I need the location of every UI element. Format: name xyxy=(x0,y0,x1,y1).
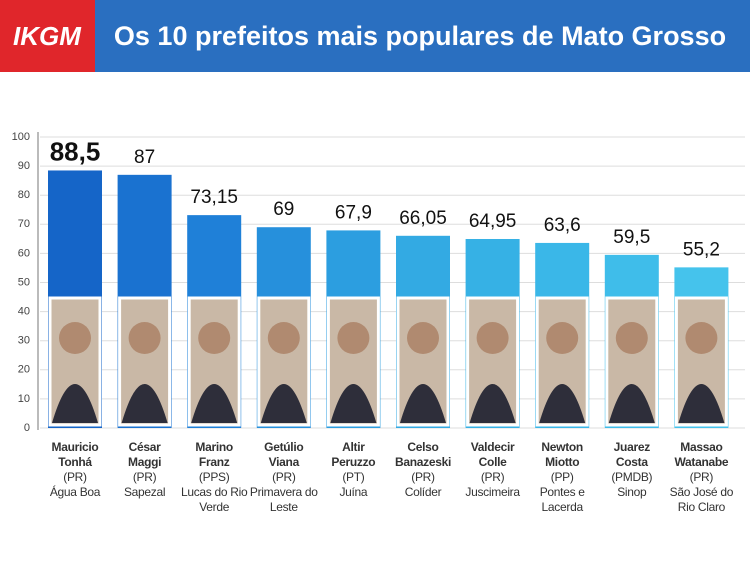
category-label: Marino Franz (PPS) Lucas do Rio Verde xyxy=(180,440,248,515)
party: (PR) xyxy=(63,470,87,484)
y-tick-label: 80 xyxy=(18,189,30,201)
photo-body xyxy=(52,384,98,423)
photo-body xyxy=(608,384,655,423)
photo-head xyxy=(337,322,370,354)
category-label: César Maggi (PR) Sapezal xyxy=(111,440,179,500)
header-bar xyxy=(0,0,750,72)
mayor-name: Marino Franz xyxy=(195,440,233,469)
party: (PR) xyxy=(689,470,714,484)
category-label: Altir Peruzzo (PT) Juína xyxy=(319,440,387,500)
value-label: 55,2 xyxy=(683,239,720,260)
mayor-name: Celso Banazeski xyxy=(395,440,451,469)
category-label: Getúlio Viana (PR) Primavera do Leste xyxy=(250,440,318,515)
value-label: 67,9 xyxy=(335,202,372,223)
category-label: Juarez Costa (PMDB) Sinop xyxy=(598,440,666,500)
photo-head xyxy=(615,322,648,354)
photo-body xyxy=(539,384,586,423)
value-label: 63,6 xyxy=(544,215,581,236)
category-label: Valdecir Colle (PR) Juscimeira xyxy=(459,440,527,500)
y-tick-label: 30 xyxy=(18,335,30,347)
photo-body xyxy=(121,384,168,423)
mayor-name: Getúlio Viana xyxy=(264,440,304,469)
party: (PPS) xyxy=(198,470,230,484)
y-tick-label: 20 xyxy=(18,364,30,376)
mayor-name: Altir Peruzzo xyxy=(331,440,376,469)
city: Água Boa xyxy=(49,485,101,499)
party: (PMDB) xyxy=(611,470,653,484)
mayor-name: Newton Miotto xyxy=(541,440,583,469)
party: (PR) xyxy=(272,470,296,484)
city: Sapezal xyxy=(123,485,166,499)
photo-head xyxy=(546,322,579,354)
logo-box xyxy=(0,0,95,72)
photo-body xyxy=(191,384,238,423)
category-label: Massao Watanabe (PR) São José do Rio Claro xyxy=(667,440,735,515)
value-label: 64,95 xyxy=(469,211,517,232)
y-tick-label: 90 xyxy=(18,160,30,172)
chart-title: Os 10 prefeitos mais populares de Mato G… xyxy=(114,21,726,51)
mayor-name: Massao Watanabe xyxy=(674,440,729,469)
value-label: 88,5 xyxy=(50,136,101,166)
party: (PR) xyxy=(132,470,157,484)
city: São José do Rio Claro xyxy=(669,485,734,514)
city: Primavera do Leste xyxy=(249,485,318,514)
y-tick-label: 100 xyxy=(12,131,30,143)
city: Juína xyxy=(339,485,368,499)
mayor-name: Valdecir Colle xyxy=(470,440,515,469)
photo-body xyxy=(260,384,307,423)
y-tick-label: 10 xyxy=(18,393,30,405)
value-label: 69 xyxy=(273,199,294,220)
city: Sinop xyxy=(617,485,647,499)
logo: IKGM xyxy=(13,21,82,51)
city: Pontes e Lacerda xyxy=(539,485,585,514)
city: Lucas do Rio Verde xyxy=(180,485,248,514)
photo-head xyxy=(476,322,509,354)
photo-body xyxy=(330,384,377,423)
party: (PR) xyxy=(480,470,505,484)
party: (PP) xyxy=(550,470,574,484)
mayor-name: Juarez Costa xyxy=(613,440,651,469)
y-tick-label: 70 xyxy=(18,218,30,230)
photo-head xyxy=(267,322,300,354)
value-label: 73,15 xyxy=(190,187,238,208)
party: (PR) xyxy=(411,470,435,484)
photo-head xyxy=(407,322,439,354)
photo-body xyxy=(469,384,516,423)
photo-head xyxy=(59,322,91,354)
category-label: Celso Banazeski (PR) Colíder xyxy=(389,440,457,500)
category-label: Mauricio Tonhá (PR) Água Boa xyxy=(41,440,109,500)
photo-head xyxy=(198,322,231,354)
category-label: Newton Miotto (PP) Pontes e Lacerda xyxy=(528,440,596,515)
y-tick-label: 40 xyxy=(18,306,30,318)
y-tick-label: 60 xyxy=(18,247,30,259)
photo-body xyxy=(400,384,446,423)
city: Colíder xyxy=(404,485,442,499)
value-label: 66,05 xyxy=(399,208,447,229)
photo-head xyxy=(685,322,718,354)
mayor-name: César Maggi xyxy=(128,440,162,469)
photo-body xyxy=(678,384,725,423)
city: Juscimeira xyxy=(465,485,520,499)
y-tick-label: 0 xyxy=(24,422,30,434)
y-tick-label: 50 xyxy=(18,276,30,288)
photo-frame xyxy=(535,296,589,427)
photo-head xyxy=(128,322,161,354)
party: (PT) xyxy=(342,470,365,484)
value-label: 87 xyxy=(134,147,155,168)
value-label: 59,5 xyxy=(613,227,650,248)
mayor-name: Mauricio Tonhá xyxy=(51,440,99,469)
